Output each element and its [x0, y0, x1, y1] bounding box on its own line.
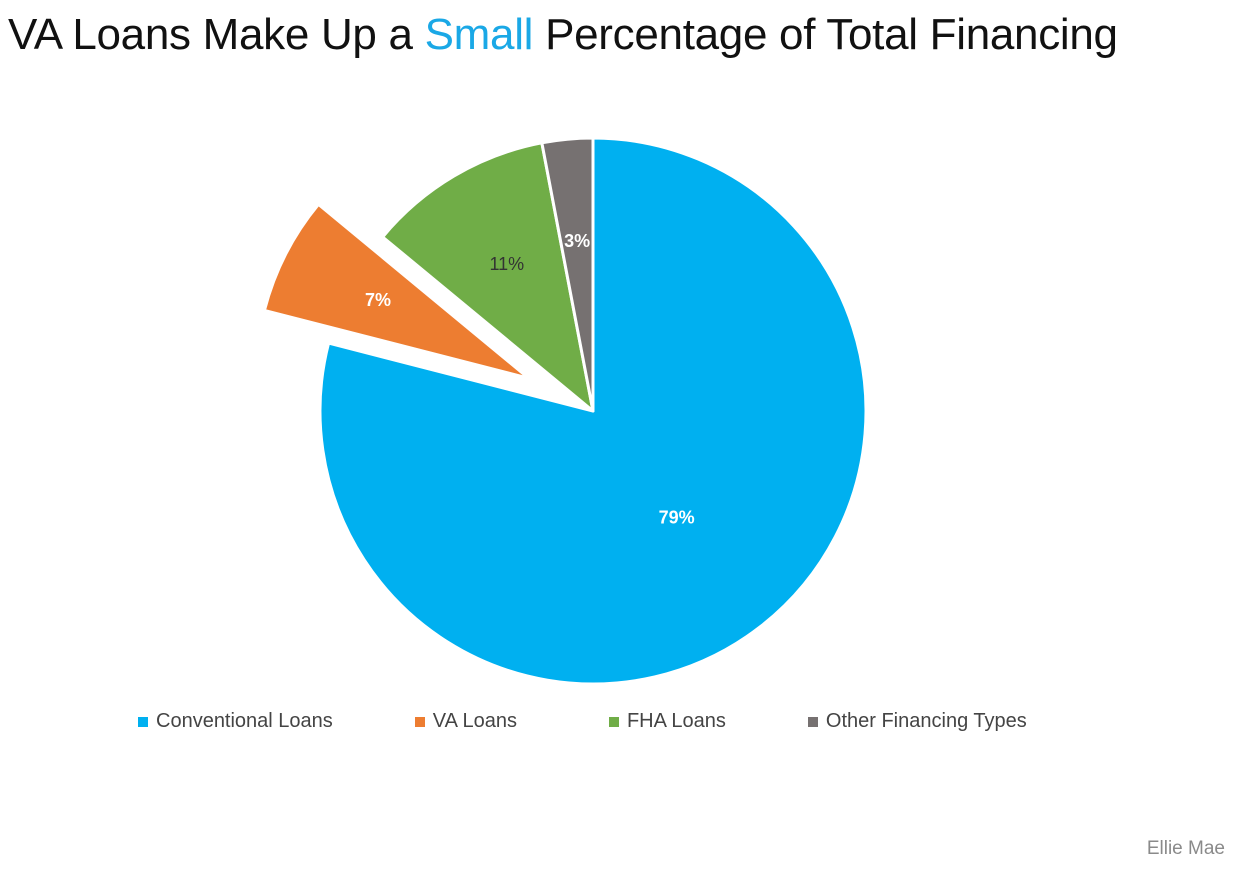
- pie-slice-conventional-loans: [318, 136, 868, 686]
- legend-swatch: [608, 716, 619, 727]
- legend-swatch: [414, 716, 425, 727]
- source-credit: Ellie Mae: [1146, 838, 1225, 859]
- legend-item-other-financing-types: Other Financing Types: [807, 710, 1027, 733]
- legend-item-va-loans: VA Loans: [414, 710, 517, 733]
- pie-slice-fha-loans: [381, 141, 595, 413]
- legend-swatch: [138, 716, 148, 727]
- title-after: Percentage of Total Financing: [533, 10, 1118, 59]
- title-before: VA Loans Make Up a: [8, 10, 425, 59]
- legend-swatch: [807, 716, 818, 727]
- legend-item-fha-loans: FHA Loans: [608, 710, 726, 733]
- data-label-conventional-loans: 79%: [659, 508, 695, 528]
- legend-label: FHA Loans: [626, 710, 726, 732]
- title-highlight: Small: [424, 10, 534, 59]
- legend-label: Other Financing Types: [825, 710, 1027, 732]
- data-label-fha-loans: 11%: [489, 254, 524, 274]
- pie-slice-va-loans: [262, 202, 531, 380]
- legend-label: VA Loans: [432, 710, 517, 732]
- data-label-other-financing-types: 3%: [564, 231, 590, 251]
- legend-label: Conventional Loans: [156, 710, 333, 732]
- data-label-va-loans: 7%: [365, 290, 391, 310]
- chart-legend: Conventional Loans VA Loans FHA Loans Other…: [138, 710, 1027, 733]
- pie-slice-other-financing-types: [540, 136, 595, 413]
- legend-item-conventional-loans: Conventional Loans: [138, 710, 333, 733]
- chart-title: VA Loans Make Up a Small Percentage of T…: [8, 10, 1118, 60]
